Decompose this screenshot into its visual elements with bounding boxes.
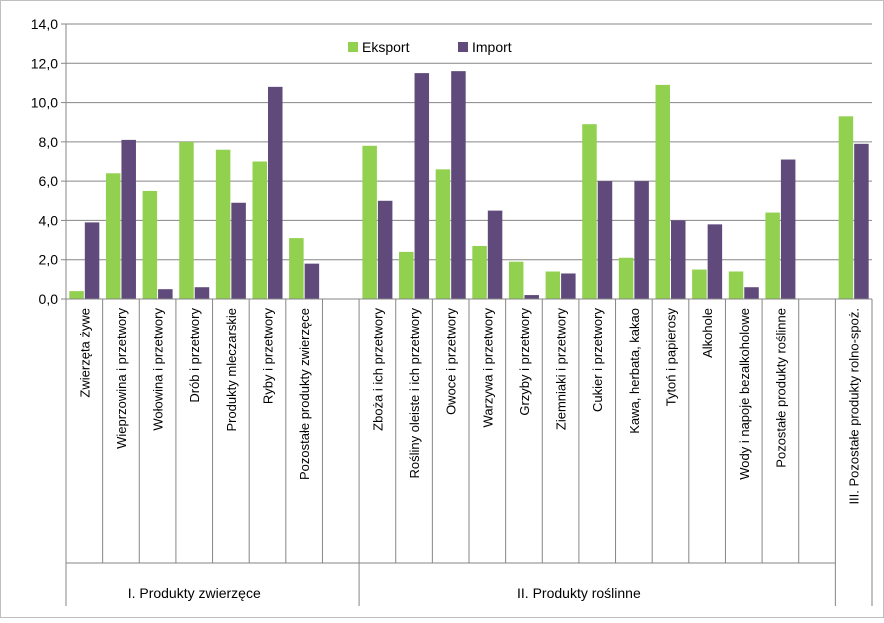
- bar-import: [414, 73, 430, 299]
- bar-eksport: [728, 271, 744, 299]
- x-tick-label: Ryby i przetwory: [261, 308, 276, 405]
- y-tick-label: 4,0: [39, 212, 59, 228]
- bar-import: [707, 224, 723, 299]
- y-tick-label: 12,0: [31, 55, 58, 71]
- bar-import: [268, 86, 283, 299]
- bar-import: [744, 287, 759, 299]
- x-tick-label: Tytoń i papierosy: [664, 308, 679, 407]
- y-tick-label: 10,0: [31, 95, 58, 111]
- x-tick-label: Drób i przetwory: [187, 308, 202, 403]
- bar-import: [158, 289, 173, 299]
- legend-label-import: Import: [472, 39, 512, 55]
- y-tick-label: 0,0: [39, 291, 59, 307]
- x-tick-label: Kawa, herbata, kakao: [627, 308, 642, 434]
- bar-import: [597, 181, 613, 299]
- bar-eksport: [618, 257, 634, 299]
- bar-import: [231, 202, 246, 299]
- bar-eksport: [472, 245, 487, 299]
- x-tick-label: Ziemniaki i przetwory: [554, 308, 569, 431]
- bar-eksport: [399, 251, 414, 299]
- x-tick-label: Pozostałe produkty zwierzęce: [297, 308, 312, 480]
- bar-eksport: [179, 141, 194, 299]
- x-tick-label: Warzywa i przetwory: [480, 308, 495, 428]
- bar-eksport: [69, 291, 84, 299]
- bar-eksport: [215, 149, 231, 299]
- bar-import: [194, 287, 210, 299]
- legend-swatch-eksport: [348, 42, 358, 52]
- bar-eksport: [582, 124, 597, 299]
- x-tick-label: Grzyby i przetwory: [517, 308, 532, 416]
- group-label: I. Produkty zwierzęce: [128, 585, 261, 601]
- x-tick-label: Wieprzowina i przetwory: [114, 308, 129, 449]
- bar-import: [671, 220, 686, 299]
- group-label: II. Produkty roślinne: [517, 585, 641, 601]
- bar-import: [634, 181, 649, 299]
- x-tick-label: Rośliny oleiste i ich przetwory: [407, 308, 422, 479]
- bar-eksport: [142, 190, 158, 299]
- bar-eksport: [508, 261, 524, 299]
- x-tick-label: Owoce i przetwory: [444, 308, 459, 415]
- bar-import: [377, 200, 393, 299]
- x-tick-label: Zwierzęta żywe: [77, 308, 92, 398]
- bar-import: [121, 139, 136, 299]
- x-tick-label: Pozostałe produkty roślinne: [773, 308, 788, 468]
- bar-import: [84, 222, 100, 299]
- bar-eksport: [692, 269, 707, 299]
- bar-eksport: [655, 84, 670, 300]
- y-tick-label: 6,0: [39, 173, 59, 189]
- x-tick-label: III. Pozostałe produkty rolno-spoż.: [847, 308, 862, 505]
- y-tick-label: 2,0: [39, 252, 59, 268]
- bar-import: [304, 263, 320, 299]
- bar-eksport: [765, 212, 780, 299]
- legend-label-eksport: Eksport: [362, 39, 410, 55]
- bar-eksport: [435, 169, 451, 299]
- bar-import: [451, 71, 466, 300]
- bar-import: [524, 295, 539, 299]
- x-tick-label: Cukier i przetwory: [590, 308, 605, 413]
- bars: [69, 71, 869, 300]
- bar-import: [487, 210, 503, 299]
- legend: Eksport Import: [348, 39, 512, 55]
- x-tick-label: Alkohole: [700, 308, 715, 358]
- legend-swatch-import: [458, 42, 468, 52]
- x-tick-label: Wołowina i przetwory: [151, 308, 166, 431]
- bar-import: [854, 143, 869, 299]
- bar-import: [780, 159, 796, 299]
- bar-eksport: [289, 238, 304, 299]
- bar-import: [561, 273, 576, 299]
- x-tick-label: Produkty mleczarskie: [224, 308, 239, 432]
- bar-eksport: [252, 161, 267, 299]
- x-tick-label: Wody i napoje bezalkoholowe: [737, 308, 752, 480]
- bar-eksport: [362, 145, 377, 299]
- bar-eksport: [545, 271, 561, 299]
- bar-eksport: [838, 116, 854, 299]
- bar-eksport: [105, 173, 121, 299]
- y-tick-label: 14,0: [31, 16, 58, 32]
- x-tick-label: Zboża i ich przetwory: [370, 308, 385, 431]
- y-tick-label: 8,0: [39, 134, 59, 150]
- axes: 0,0 2,0 4,0 6,0 8,0 10,0 12,0 14,0 Zwierzęta żyw…: [31, 16, 873, 606]
